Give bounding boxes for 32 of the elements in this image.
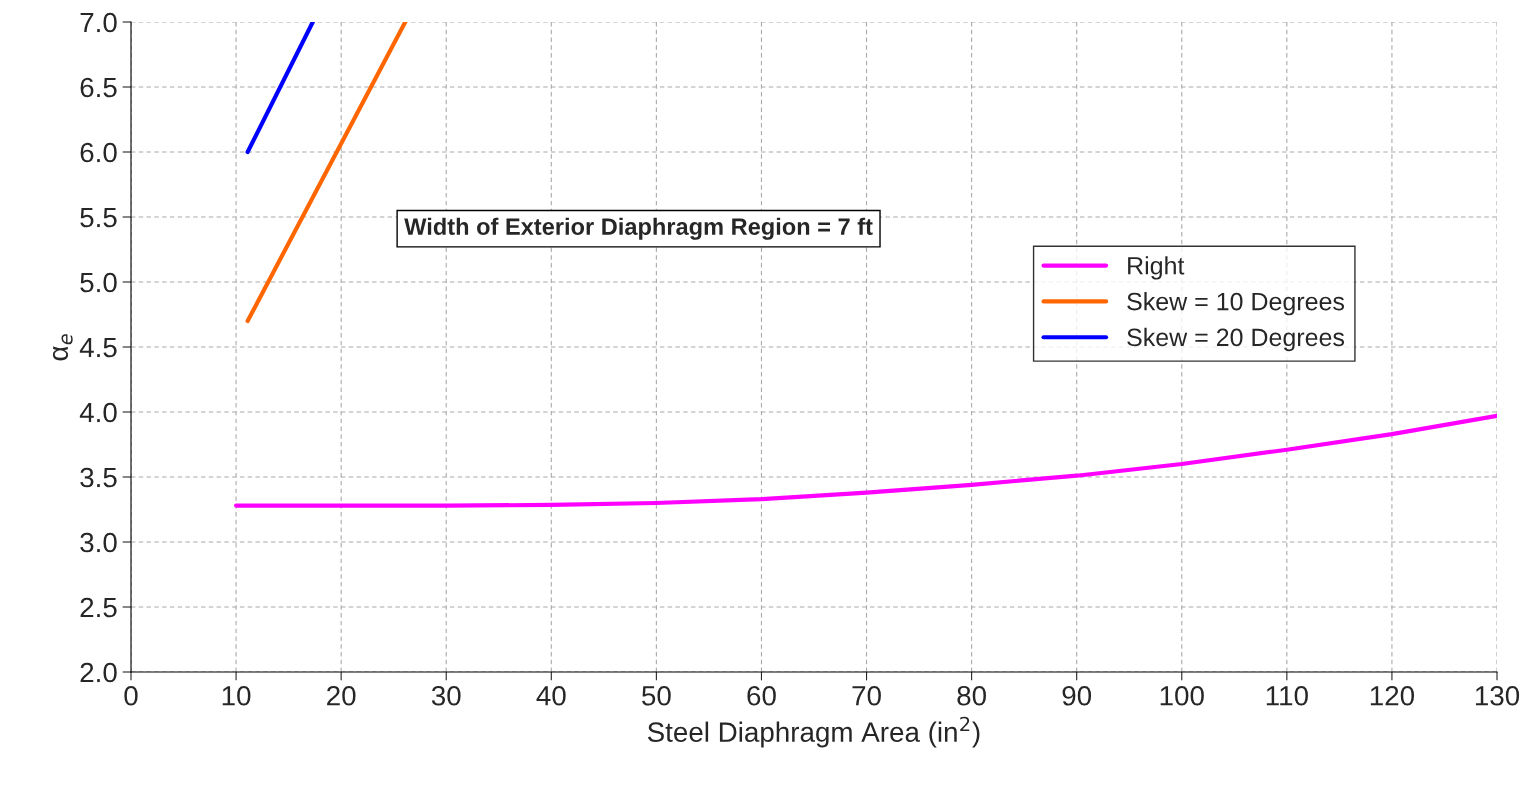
y-tick-label: 3.0 [80,532,117,553]
x-tick-label: 130 [1475,685,1520,706]
x-axis-title: Steel Diaphragm Area (in$^{2}$) [647,716,980,748]
x-tick-label: 0 [124,685,138,706]
legend-label: Skew = 10 Degrees [1127,292,1345,316]
y-tick-label: 2.5 [80,597,117,618]
y-axis-title: α$_{e}$ [52,334,73,361]
x-tick-label: 110 [1266,685,1308,706]
x-tick-label: 50 [642,685,671,706]
legend-label: Skew = 20 Degrees [1127,327,1345,352]
y-tick-label: 5.0 [80,272,117,293]
x-tick-label: 70 [852,685,881,706]
legend-label: Right [1128,256,1185,280]
x-tick-label: 40 [536,685,566,706]
x-tick-label: 10 [222,685,251,706]
x-tick-label: 30 [431,685,461,706]
line-series [233,413,1497,508]
y-tick-label: 2.0 [80,662,117,683]
y-tick-label: 4.5 [79,337,117,358]
x-tick-label: 100 [1160,685,1204,706]
y-tick-label: 7.0 [80,12,117,33]
y-tick-label: 6.0 [80,142,117,163]
annotation: Width of Exterior Diaphragm Region = 7 ft [404,217,873,240]
x-tick-label: 60 [747,685,776,706]
x-tick-label: 80 [957,685,986,706]
y-tick-label: 4.0 [79,402,117,423]
x-tick-label: 90 [1062,685,1092,706]
x-tick-label: 20 [327,685,356,706]
y-tick-label: 5.5 [80,207,117,228]
x-tick-label: 120 [1370,685,1415,706]
y-tick-label: 6.5 [80,77,117,98]
y-tick-label: 3.5 [80,467,117,488]
